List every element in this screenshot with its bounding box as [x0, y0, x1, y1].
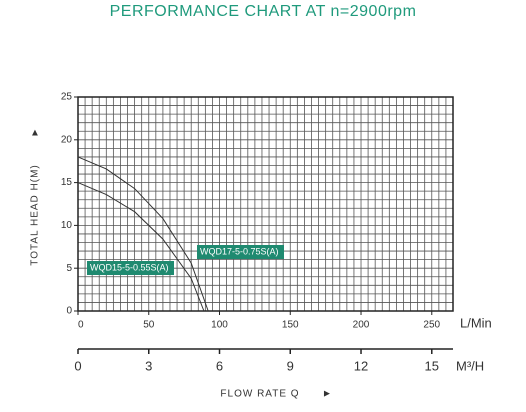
curve	[77, 182, 205, 312]
x-tick-label: 250	[423, 320, 440, 331]
x-tick-label: 100	[211, 320, 228, 331]
plot-frame	[77, 96, 454, 312]
y-tick-label: 20	[61, 134, 73, 145]
x-tick-label: 0	[78, 320, 84, 331]
arrow: ▲	[30, 128, 40, 139]
x2-tick-label: 3	[145, 358, 152, 373]
x2-tick-label: 0	[74, 358, 81, 373]
y-tick-label: 0	[66, 306, 72, 317]
x2-tick-label: 6	[216, 358, 223, 373]
y-tick-label: 10	[61, 220, 73, 231]
legend-label: WQD15-5-0.55S(A)	[90, 262, 169, 272]
arrow: ►	[322, 389, 332, 400]
y-axis-label: TOTAL HEAD H(M)	[30, 164, 41, 265]
y-tick-label: 25	[61, 92, 73, 103]
chart-title: PERFORMANCE CHART AT n=2900rpm	[110, 3, 417, 20]
x-tick-label: 50	[143, 320, 155, 331]
x-tick-label: 200	[353, 320, 370, 331]
legend-box	[87, 261, 174, 275]
legend-box	[197, 245, 284, 259]
x2-axis-title: FLOW RATE Q	[220, 389, 299, 400]
x2-axis-label: M³/H	[456, 358, 484, 373]
x2-tick-label: 15	[425, 358, 439, 373]
x-axis-label: L/Min	[460, 315, 492, 330]
y-tick-label: 5	[66, 263, 72, 274]
y-tick-label: 15	[61, 177, 73, 188]
x2-tick-label: 12	[354, 358, 368, 373]
legend-label: WQD17-5-0.75S(A)	[200, 246, 279, 256]
x2-tick-label: 9	[287, 358, 294, 373]
curve	[77, 156, 209, 312]
x-tick-label: 150	[282, 320, 299, 331]
